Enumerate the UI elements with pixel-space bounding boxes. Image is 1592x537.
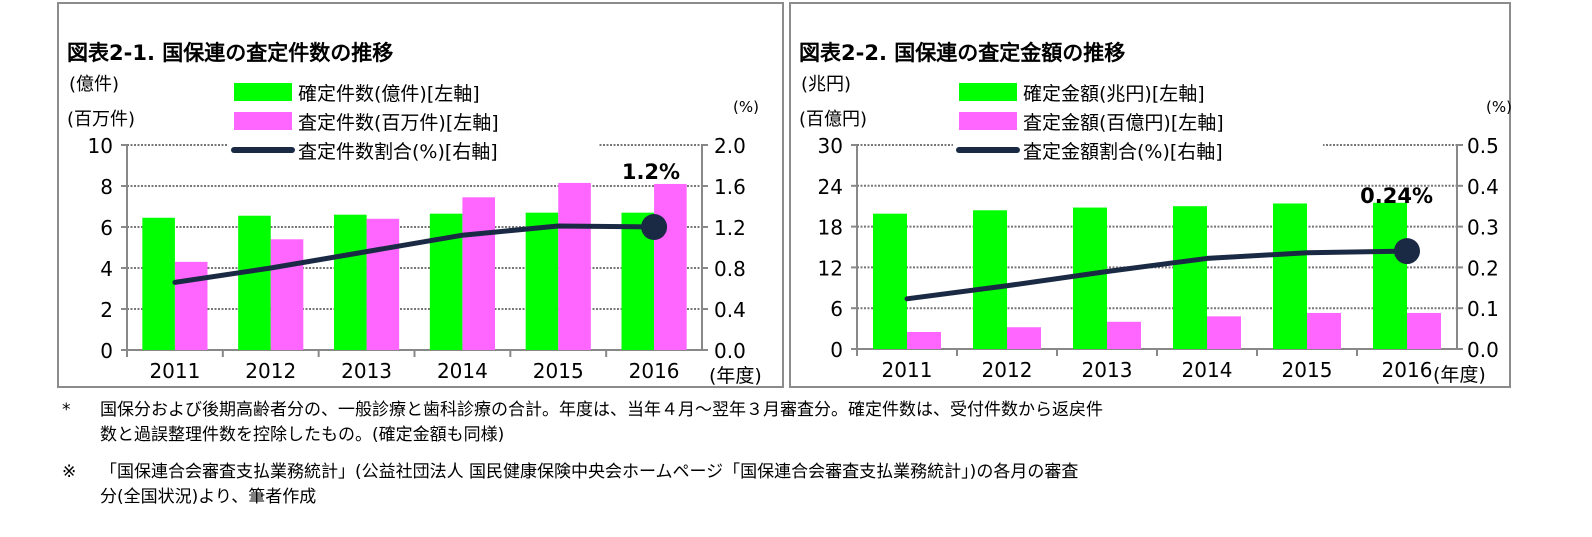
bar-confirmed-2013 [1073,207,1107,349]
bar-confirmed-2015 [1273,203,1307,349]
bar-confirmed-2015 [525,212,559,350]
bar-assessed-2011 [174,261,208,350]
y-tick-label-left: 2 [100,298,113,322]
x-tick-label: 2016 [629,359,680,383]
footnote-2-line2: 分(全国状況)より、筆者作成 [100,487,317,507]
footnote-1-line1: 国保分および後期高齢者分の、一般診療と歯科診療の合計。年度は、当年４月～翌年３月… [100,400,1103,420]
bar-assessed-2013 [366,218,400,350]
y-axis-label-left-2: (百万件) [67,109,135,130]
y-tick-label-right: 0.1 [1467,297,1499,321]
x-tick-label: 2012 [982,358,1033,382]
y-tick-label-right: 1.6 [714,175,746,199]
bar-confirmed-2012 [973,210,1007,349]
ratio-line [172,223,657,285]
x-tick-label: 2014 [1182,358,1233,382]
x-tick-label: 2012 [245,359,296,383]
bar-assessed-2014 [1207,316,1241,349]
y-tick-label-right: 0.0 [714,339,746,363]
y-tick-label-right: 0.0 [1467,338,1499,362]
legend-swatch-1 [234,112,292,130]
y-tick-label-left: 0 [100,339,113,363]
bar-assessed-2014 [462,197,495,350]
footnote-2-line1: 「国保連合会審査支払業務統計」(公益社団法人 国民健康保険中央会ホームページ「国… [100,462,1079,482]
bar-confirmed-2014 [1173,206,1207,349]
y-tick-label-left: 6 [830,297,843,321]
ratio-annotation: 0.24% [1360,184,1433,208]
bar-confirmed-2011 [873,213,907,349]
legend-label-0: 確定件数(億件)[左軸] [298,83,480,105]
y-tick-label-left: 30 [818,134,843,158]
bar-assessed-2016 [1407,312,1441,349]
x-tick-label: 2011 [149,359,200,383]
x-tick-label: 2014 [437,359,488,383]
y-tick-label-right: 0.5 [1467,134,1499,158]
legend-swatch-0 [234,83,292,101]
x-tick-label: 2013 [1082,358,1133,382]
footnote-2: ※ 「国保連合会審査支払業務統計」(公益社団法人 国民健康保険中央会ホームページ「… [62,460,1078,510]
y-tick-label-left: 0 [830,338,843,362]
y-tick-label-left: 6 [100,216,113,240]
legend-label-1: 査定件数(百万件)[左軸] [298,112,499,134]
bar-confirmed-2011 [142,217,175,350]
bar-assessed-2013 [1107,321,1141,349]
y-axis-label-left-2: (百億円) [799,109,867,130]
x-axis-label: (年度) [1433,364,1486,386]
bar-confirmed-2012 [238,215,271,350]
y-tick-label-left: 10 [88,134,113,158]
ratio-line [904,248,1410,302]
x-tick-label: 2013 [341,359,392,383]
y-tick-label-left: 12 [818,256,843,280]
x-axis-label: (年度) [709,365,762,387]
bar-confirmed-2013 [334,214,367,350]
bar-assessed-2016 [654,183,687,350]
y-axis-label-left-1: (億件) [69,74,119,95]
y-tick-label-right: 0.8 [714,257,746,281]
bar-assessed-2011 [907,332,941,349]
bar-assessed-2012 [1007,327,1041,349]
chart-1: 図表2-1. 国保連の査定件数の推移 (億件) (百万件) (%) 0 0.0 2 0.4 4 0… [67,41,762,387]
ratio-point-2016 [1394,238,1420,265]
x-tick-label: 2015 [1282,358,1333,382]
x-tick-label: 2016 [1382,358,1433,382]
legend-swatch-0 [959,83,1017,101]
footnote-1-mark: * [62,400,71,420]
footnote-1: * 国保分および後期高齢者分の、一般診療と歯科診療の合計。年度は、当年４月～翌年３… [62,398,1103,448]
chart-2: 図表2-2. 国保連の査定金額の推移 (兆円) (百億円) (%) 0 0.0 6 0.1 12… [799,41,1512,386]
y-tick-label-right: 0.4 [714,298,746,322]
bar-assessed-2015 [558,182,591,350]
footnote-1-line2: 数と過誤整理件数を控除したもの。(確定金額も同様) [100,425,505,445]
legend-label-2: 査定件数割合(%)[右軸] [298,141,498,163]
ratio-annotation: 1.2% [622,160,680,184]
chart-panel-1: 図表2-1. 国保連の査定件数の推移 (億件) (百万件) (%) 0 0.0 2 0.4 4 0… [57,2,784,388]
chart-panel-2: 図表2-2. 国保連の査定金額の推移 (兆円) (百億円) (%) 0 0.0 6 0.1 12… [789,2,1512,388]
chart-title: 図表2-2. 国保連の査定金額の推移 [799,41,1125,65]
bar-assessed-2015 [1307,312,1341,349]
ratio-point-2016 [641,214,668,240]
y-tick-label-left: 4 [100,257,113,281]
y-tick-label-right: 1.2 [714,216,746,240]
x-tick-label: 2011 [882,358,933,382]
y-axis-label-right: (%) [733,98,759,116]
y-tick-label-right: 2.0 [714,134,746,158]
y-tick-label-right: 0.3 [1467,216,1499,240]
y-axis-label-right: (%) [1486,98,1512,116]
y-tick-label-left: 8 [100,175,113,199]
y-tick-label-right: 0.4 [1467,175,1499,199]
legend-swatch-1 [959,112,1017,130]
bar-confirmed-2016 [1373,202,1407,349]
y-axis-label-left-1: (兆円) [801,74,851,95]
x-tick-label: 2015 [533,359,584,383]
y-tick-label-left: 24 [818,175,843,199]
legend-label-2: 査定金額割合(%)[右軸] [1023,141,1223,163]
footnote-2-mark: ※ [62,462,77,482]
y-tick-label-right: 0.2 [1467,256,1499,280]
legend-label-1: 査定金額(百億円)[左軸] [1023,112,1224,134]
legend-label-0: 確定金額(兆円)[左軸] [1023,83,1205,105]
y-tick-label-left: 18 [818,216,843,240]
bar-assessed-2012 [270,239,304,350]
chart-title: 図表2-1. 国保連の査定件数の推移 [67,41,393,65]
